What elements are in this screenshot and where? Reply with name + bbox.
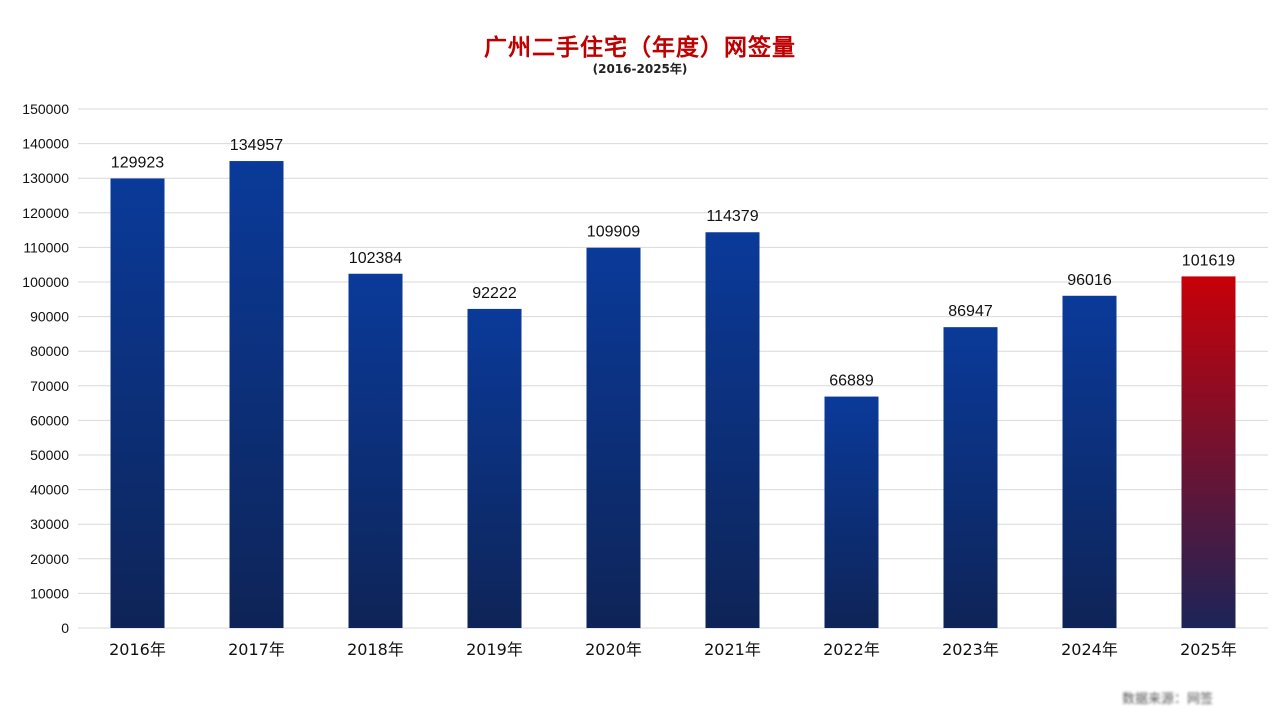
bar-2016年 — [110, 178, 165, 628]
y-tick-label: 20000 — [30, 551, 69, 567]
y-tick-label: 10000 — [30, 585, 69, 601]
data-labels: 129923 134957 102384 92222 109909 114379 66889… — [111, 137, 1235, 390]
data-label: 86947 — [948, 303, 993, 320]
y-tick-label: 130000 — [22, 170, 69, 186]
x-tick-label: 2021年 — [704, 640, 761, 659]
y-tick-label: 110000 — [23, 239, 69, 255]
y-tick-label: 80000 — [30, 343, 69, 359]
data-label: 96016 — [1067, 272, 1112, 289]
bar-2021年 — [705, 232, 760, 628]
x-axis: 2016年 2017年 2018年 2019年 2020年 2021年 2022年 2023年… — [109, 640, 1237, 659]
x-tick-label: 2023年 — [942, 640, 999, 659]
y-tick-label: 140000 — [22, 136, 69, 152]
x-tick-label: 2020年 — [585, 640, 642, 659]
bar-2022年 — [824, 396, 879, 628]
bar-2025年 — [1181, 276, 1236, 628]
bars — [110, 161, 1236, 629]
y-tick-label: 60000 — [30, 412, 69, 428]
chart-subtitle: (2016-2025年) — [592, 62, 688, 76]
y-tick-label: 50000 — [30, 447, 69, 463]
y-tick-label: 40000 — [30, 482, 69, 498]
y-tick-label: 90000 — [30, 309, 69, 325]
bar-2020年 — [586, 247, 641, 629]
y-axis: 0 10000 20000 30000 40000 50000 60000 70000 8000… — [22, 101, 69, 636]
x-tick-label: 2018年 — [347, 640, 404, 659]
data-label: 134957 — [230, 137, 283, 154]
data-label: 66889 — [829, 373, 874, 390]
bar-2018年 — [348, 273, 403, 628]
chart-title: 广州二手住宅（年度）网签量 — [484, 35, 796, 61]
data-label: 109909 — [587, 224, 640, 241]
x-tick-label: 2022年 — [823, 640, 880, 659]
bar-2024年 — [1062, 295, 1117, 628]
x-tick-label: 2017年 — [228, 640, 285, 659]
x-tick-label: 2016年 — [109, 640, 166, 659]
y-tick-label: 0 — [61, 620, 69, 636]
y-tick-label: 120000 — [22, 205, 69, 221]
source-note: 数据来源：网签 — [1122, 692, 1214, 707]
x-tick-label: 2024年 — [1061, 640, 1118, 659]
x-tick-label: 2019年 — [466, 640, 523, 659]
data-label: 114379 — [706, 208, 758, 225]
bar-2019年 — [467, 308, 522, 628]
bar-2017年 — [229, 161, 284, 629]
x-tick-label: 2025年 — [1180, 640, 1237, 659]
data-label: 102384 — [349, 250, 402, 267]
y-tick-label: 30000 — [30, 516, 69, 532]
y-tick-label: 70000 — [30, 378, 69, 394]
bar-2023年 — [943, 327, 998, 628]
y-tick-label: 150000 — [22, 101, 69, 117]
data-label: 101619 — [1182, 252, 1235, 269]
data-label: 129923 — [111, 154, 164, 171]
y-tick-label: 100000 — [22, 274, 69, 290]
data-label: 92222 — [472, 285, 517, 302]
